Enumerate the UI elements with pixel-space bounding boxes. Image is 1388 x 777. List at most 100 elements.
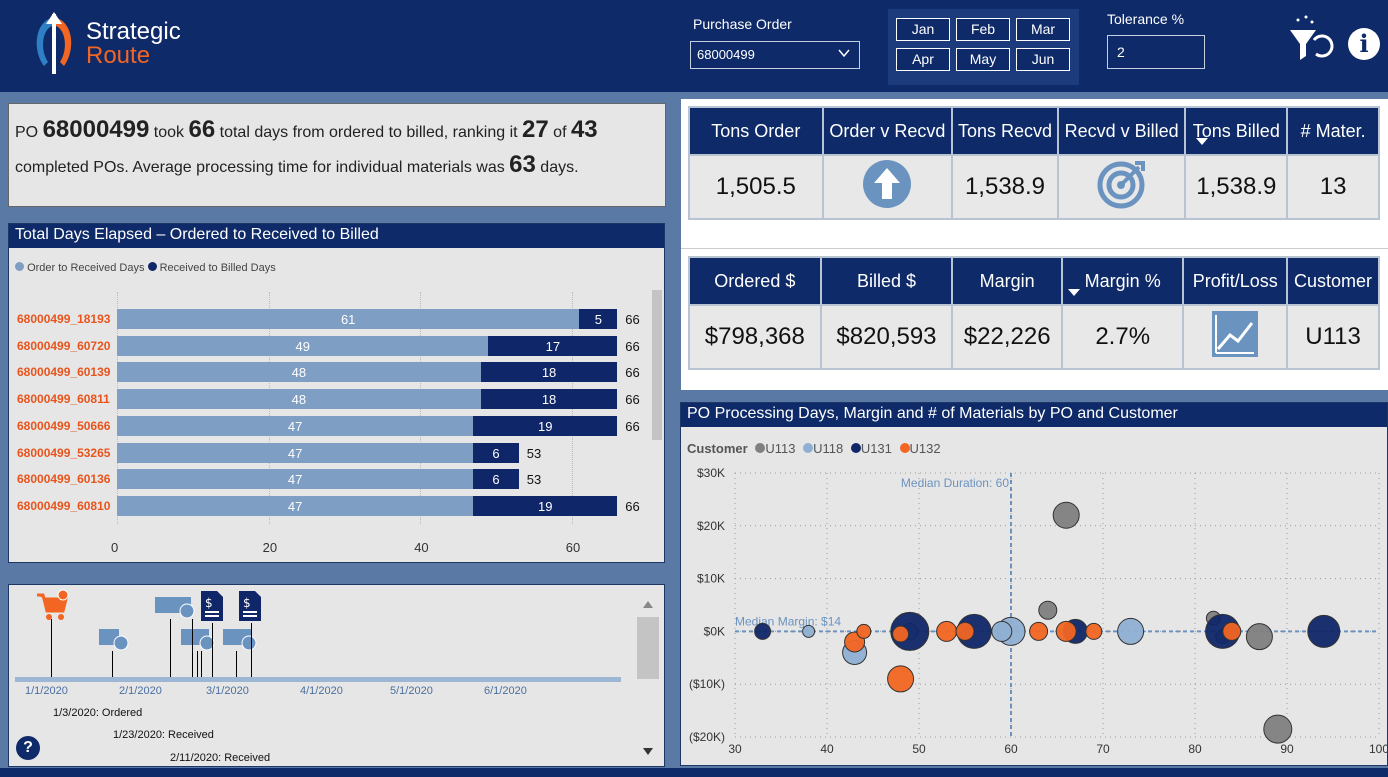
- timeline-stem: [192, 619, 193, 677]
- bar-category-label[interactable]: 68000499_60720: [17, 338, 111, 353]
- legend-dot-received-billed: [147, 262, 157, 271]
- bar-x-tick: 60: [565, 540, 581, 555]
- bar-order-received[interactable]: 47: [117, 415, 474, 436]
- scatter-point-u132[interactable]: [936, 620, 958, 642]
- legend-order-received: Order to Received Days: [27, 262, 145, 274]
- scatter-point-u132[interactable]: [955, 621, 975, 641]
- timeline-event: 1/3/2020: Ordered: [53, 707, 143, 719]
- bar-category-label[interactable]: 68000499_60136: [17, 472, 111, 487]
- kpi-header-billed-dollars[interactable]: Billed $: [819, 256, 954, 306]
- scatter-point-u131[interactable]: [754, 622, 772, 640]
- bar-chart-title: Total Days Elapsed – Ordered to Received…: [9, 224, 664, 248]
- timeline-scrollbar[interactable]: [636, 591, 660, 763]
- scatter-legend: Customer U113 U118 U131 U132: [687, 441, 941, 456]
- legend-dot-u118: [803, 443, 814, 453]
- scatter-point-u113[interactable]: [1052, 501, 1080, 529]
- bar-order-received[interactable]: 47: [117, 495, 474, 516]
- month-feb-button[interactable]: Feb: [956, 18, 1010, 41]
- clear-filters-icon[interactable]: [1286, 14, 1334, 66]
- summary-rank: 27: [522, 116, 549, 143]
- bar-received-billed[interactable]: 18: [480, 362, 618, 383]
- help-icon[interactable]: ?: [16, 736, 40, 760]
- bar-received-billed[interactable]: 6: [473, 442, 519, 463]
- bar-order-received[interactable]: 61: [117, 309, 580, 329]
- scatter-point-u113[interactable]: [1263, 714, 1293, 744]
- timeline-event: 1/23/2020: Received: [113, 729, 214, 741]
- kpi-header-tons-order[interactable]: Tons Order: [688, 106, 824, 156]
- bar-received-billed[interactable]: 19: [473, 495, 618, 516]
- kpi-header-tons-recvd[interactable]: Tons Recvd: [951, 106, 1059, 156]
- scatter-point-u113[interactable]: [1245, 623, 1273, 651]
- kpi-header-order-v-recvd[interactable]: Order v Recvd: [821, 106, 954, 156]
- kpi-header-margin[interactable]: Margin: [951, 256, 1064, 306]
- timeline-stem: [251, 623, 252, 677]
- bar-order-received[interactable]: 49: [117, 335, 489, 356]
- scatter-y-tick: $30K: [697, 466, 725, 480]
- scatter-y-tick: ($10K): [689, 677, 725, 691]
- scatter-point-u118[interactable]: [802, 624, 816, 638]
- kpi-header-ordered-dollars[interactable]: Ordered $: [688, 256, 822, 306]
- scatter-point-u132[interactable]: [856, 623, 872, 639]
- legend-dot-u132: [899, 443, 910, 453]
- scatter-point-u132[interactable]: [887, 665, 915, 693]
- bar-order-received[interactable]: 47: [117, 442, 474, 463]
- scatter-point-u131[interactable]: [1307, 614, 1341, 648]
- scroll-thumb[interactable]: [637, 617, 659, 679]
- bar-order-received[interactable]: 47: [117, 469, 474, 490]
- scatter-point-u132[interactable]: [1222, 621, 1242, 641]
- month-apr-button[interactable]: Apr: [896, 48, 950, 71]
- bar-received-billed[interactable]: 17: [488, 335, 618, 356]
- scatter-point-u132[interactable]: [1085, 622, 1103, 640]
- bar-order-received[interactable]: 48: [117, 362, 481, 383]
- scatter-point-u132[interactable]: [1029, 621, 1049, 641]
- bar-category-label[interactable]: 68000499_50666: [17, 418, 111, 433]
- bar-total-label: 66: [625, 312, 640, 327]
- bar-chart-scrollbar[interactable]: [652, 290, 662, 440]
- timeline-date-5: 5/1/2020: [390, 685, 433, 697]
- kpi-header-margin-pct[interactable]: Margin %: [1061, 256, 1185, 306]
- bar-received-billed[interactable]: 5: [579, 309, 618, 329]
- kpi-header-num-materials[interactable]: # Mater.: [1286, 106, 1380, 156]
- kpi-header-recvd-v-billed[interactable]: Recvd v Billed: [1056, 106, 1187, 156]
- bar-order-received[interactable]: 48: [117, 389, 481, 410]
- scroll-up-icon[interactable]: [643, 601, 653, 608]
- bar-category-label[interactable]: 68000499_53265: [17, 445, 111, 460]
- bar-category-label[interactable]: 68000499_60811: [17, 392, 110, 407]
- legend-u131[interactable]: U131: [860, 441, 892, 456]
- month-jan-button[interactable]: Jan: [896, 18, 950, 41]
- svg-text:$: $: [243, 596, 251, 610]
- bar-category-label[interactable]: 68000499_60810: [17, 498, 111, 513]
- kpi-header-profit-loss[interactable]: Profit/Loss: [1182, 256, 1289, 306]
- legend-u118[interactable]: U118: [813, 441, 844, 456]
- info-icon[interactable]: i: [1348, 28, 1380, 60]
- scroll-down-icon[interactable]: [643, 748, 653, 755]
- summary-total-days: 66: [188, 116, 216, 143]
- legend-title: Customer: [687, 441, 748, 456]
- kpi-header-customer[interactable]: Customer: [1286, 256, 1380, 306]
- bar-category-label[interactable]: 68000499_18193: [17, 312, 111, 326]
- bar-category-label[interactable]: 68000499_60139: [17, 365, 111, 380]
- chevron-down-icon: [837, 46, 851, 63]
- kpi-header-tons-billed[interactable]: Tons Billed: [1184, 106, 1289, 156]
- kpi-value-tons-order: 1,505.5: [688, 154, 824, 220]
- scatter-panel: PO Processing Days, Margin and # of Mate…: [680, 402, 1388, 766]
- month-mar-button[interactable]: Mar: [1016, 18, 1070, 41]
- bar-received-billed[interactable]: 18: [480, 389, 618, 410]
- legend-u132[interactable]: U132: [909, 441, 941, 456]
- scatter-point-u113[interactable]: [1038, 600, 1058, 620]
- month-jun-button[interactable]: Jun: [1016, 48, 1070, 71]
- scatter-point-u118[interactable]: [991, 620, 1013, 642]
- legend-u113[interactable]: U113: [765, 441, 796, 456]
- timeline-event: 2/11/2020: Received: [170, 752, 271, 764]
- summary-panel: PO 68000499 took 66 total days from orde…: [8, 103, 666, 207]
- bar-total-label: 53: [526, 445, 542, 461]
- scatter-point-u132[interactable]: [1055, 620, 1077, 642]
- bar-received-billed[interactable]: 19: [473, 415, 618, 436]
- bar-received-billed[interactable]: 6: [473, 469, 519, 490]
- tolerance-input[interactable]: 2: [1107, 35, 1205, 69]
- scatter-point-u118[interactable]: [1117, 617, 1145, 645]
- month-may-button[interactable]: May: [956, 48, 1010, 71]
- purchase-order-dropdown[interactable]: 68000499: [690, 41, 860, 69]
- scatter-point-u132[interactable]: [892, 625, 910, 643]
- legend-dot-u113: [755, 443, 766, 453]
